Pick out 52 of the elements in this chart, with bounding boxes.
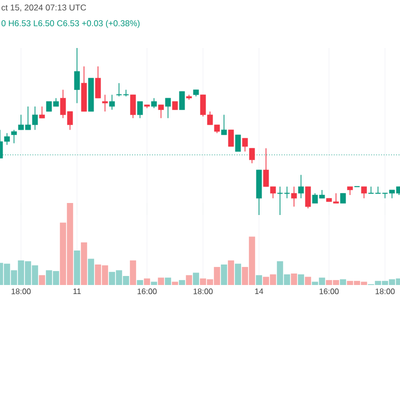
candlestick bbox=[158, 104, 164, 119]
candlestick bbox=[361, 186, 367, 199]
candlestick bbox=[102, 94, 108, 112]
bar bbox=[256, 275, 262, 285]
candlestick bbox=[374, 186, 382, 194]
candlestick bbox=[116, 82, 122, 97]
candlestick bbox=[122, 89, 130, 97]
candlestick bbox=[228, 129, 234, 147]
candlestick bbox=[291, 186, 297, 208]
candlestick bbox=[340, 192, 346, 204]
bar bbox=[150, 282, 158, 285]
candlestick bbox=[235, 134, 241, 152]
bar bbox=[130, 260, 136, 285]
candlestick bbox=[249, 148, 255, 164]
candlestick bbox=[11, 129, 17, 144]
bar bbox=[186, 275, 192, 285]
bar bbox=[74, 250, 80, 285]
candlestick bbox=[95, 66, 101, 98]
candlestick bbox=[305, 186, 311, 209]
bar bbox=[88, 258, 94, 285]
bar bbox=[234, 264, 242, 285]
bar bbox=[228, 260, 234, 285]
bar bbox=[136, 280, 144, 285]
bar bbox=[144, 278, 150, 285]
text: ct 15, 2024 07:13 UTC bbox=[2, 4, 86, 12]
candlestick bbox=[242, 138, 248, 152]
candlestick bbox=[179, 91, 185, 110]
bar bbox=[178, 280, 186, 285]
candlestick bbox=[165, 98, 171, 119]
bar bbox=[340, 279, 346, 285]
candlestick bbox=[221, 114, 227, 136]
candlestick bbox=[39, 106, 45, 119]
candlestick bbox=[137, 101, 143, 119]
bar bbox=[38, 275, 46, 285]
bar bbox=[192, 272, 200, 285]
bar bbox=[80, 242, 88, 285]
candlestick bbox=[109, 94, 115, 110]
candlestick bbox=[298, 174, 304, 199]
candlestick bbox=[368, 186, 374, 194]
text: 0 H6.53 L6.50 C6.53 +0.03 (+0.38%) bbox=[2, 20, 140, 28]
candlestick bbox=[276, 186, 284, 216]
bar bbox=[164, 278, 172, 285]
bar bbox=[158, 278, 164, 285]
bar bbox=[220, 264, 228, 285]
candlestick bbox=[151, 98, 157, 109]
candlestick bbox=[74, 48, 80, 104]
bar bbox=[290, 274, 298, 285]
candlestick bbox=[284, 186, 290, 199]
bar bbox=[172, 282, 178, 285]
candlestick bbox=[130, 94, 136, 119]
bar bbox=[304, 276, 312, 285]
bar bbox=[298, 274, 304, 285]
